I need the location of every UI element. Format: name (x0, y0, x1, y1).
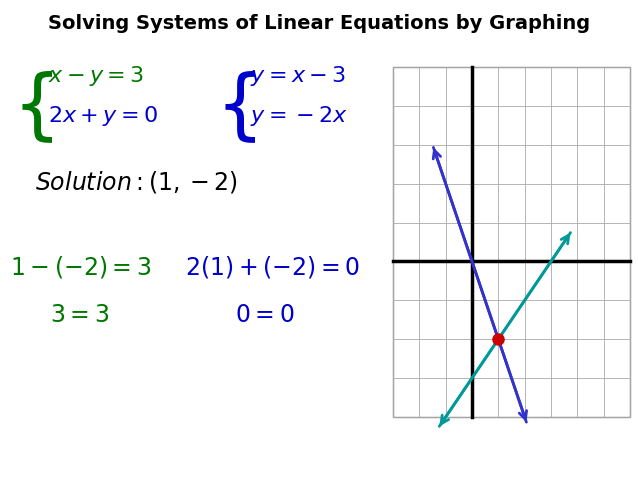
Text: $2x+y=0$: $2x+y=0$ (48, 104, 158, 128)
Text: $x-y=3$: $x-y=3$ (48, 64, 144, 88)
Text: $\{$: $\{$ (12, 69, 53, 145)
Text: $\mathit{Solution}:(1,-2)$: $\mathit{Solution}:(1,-2)$ (35, 169, 238, 195)
Text: $y=-2x$: $y=-2x$ (250, 104, 348, 128)
Text: $2(1)+(-2)=0$: $2(1)+(-2)=0$ (185, 254, 360, 280)
Text: $0=0$: $0=0$ (235, 304, 294, 327)
Text: $3=3$: $3=3$ (50, 304, 109, 327)
Text: $y=x-3$: $y=x-3$ (250, 64, 346, 88)
Text: $1-(-2)=3$: $1-(-2)=3$ (10, 254, 151, 280)
Text: Solving Systems of Linear Equations by Graphing: Solving Systems of Linear Equations by G… (48, 14, 590, 33)
Bar (393, 67, 630, 417)
Text: $\{$: $\{$ (215, 69, 256, 145)
